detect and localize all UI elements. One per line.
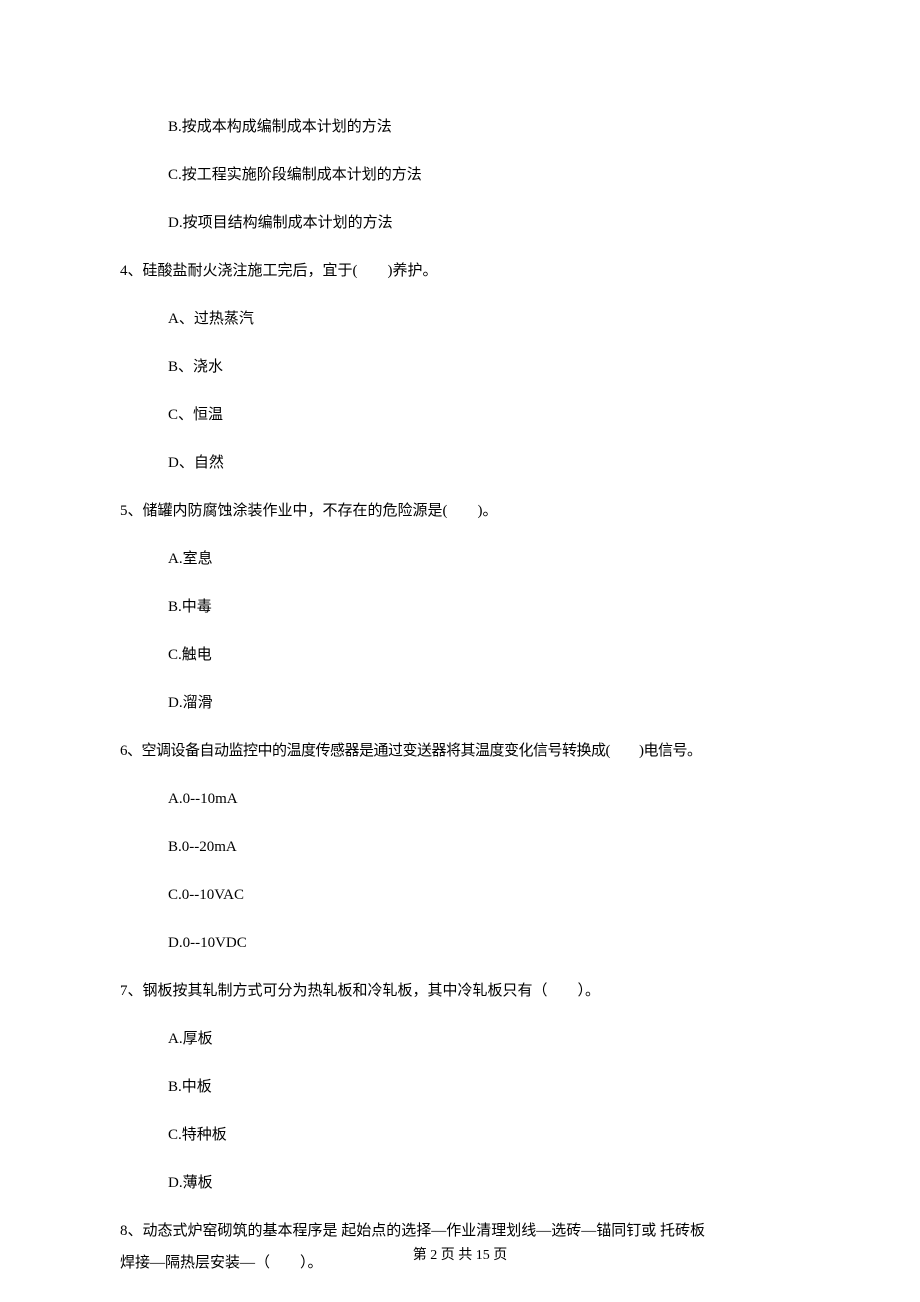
q7-option-c: C.特种板	[168, 1123, 800, 1147]
q5-option-b: B.中毒	[168, 595, 800, 619]
q7-option-b: B.中板	[168, 1075, 800, 1099]
q7-option-d: D.薄板	[168, 1171, 800, 1195]
q6-option-d: D.0--10VDC	[168, 931, 800, 955]
document-content: B.按成本构成编制成本计划的方法 C.按工程实施阶段编制成本计划的方法 D.按项…	[120, 115, 800, 1275]
q4-option-a: A、过热蒸汽	[168, 307, 800, 331]
q4-option-b: B、浇水	[168, 355, 800, 379]
q3-option-d: D.按项目结构编制成本计划的方法	[168, 211, 800, 235]
q7-text: 7、钢板按其轧制方式可分为热轧板和冷轧板，其中冷轧板只有（ ）。	[120, 979, 800, 1003]
q4-option-d: D、自然	[168, 451, 800, 475]
q5-text: 5、储罐内防腐蚀涂装作业中，不存在的危险源是( )。	[120, 499, 800, 523]
q8-line1: 8、动态式炉窑砌筑的基本程序是 起始点的选择—作业清理划线—选砖—锚同钉或 托砖…	[120, 1219, 800, 1243]
q6-option-b: B.0--20mA	[168, 835, 800, 859]
q6-option-c: C.0--10VAC	[168, 883, 800, 907]
page-footer: 第 2 页 共 15 页	[0, 1244, 920, 1264]
q6-option-a: A.0--10mA	[168, 787, 800, 811]
q4-option-c: C、恒温	[168, 403, 800, 427]
q7-option-a: A.厚板	[168, 1027, 800, 1051]
q5-option-c: C.触电	[168, 643, 800, 667]
q4-text: 4、硅酸盐耐火浇注施工完后，宜于( )养护。	[120, 259, 800, 283]
q3-option-c: C.按工程实施阶段编制成本计划的方法	[168, 163, 800, 187]
q5-option-d: D.溜滑	[168, 691, 800, 715]
q6-text: 6、空调设备自动监控中的温度传感器是通过变送器将其温度变化信号转换成( )电信号…	[120, 739, 800, 763]
q3-option-b: B.按成本构成编制成本计划的方法	[168, 115, 800, 139]
q5-option-a: A.室息	[168, 547, 800, 571]
